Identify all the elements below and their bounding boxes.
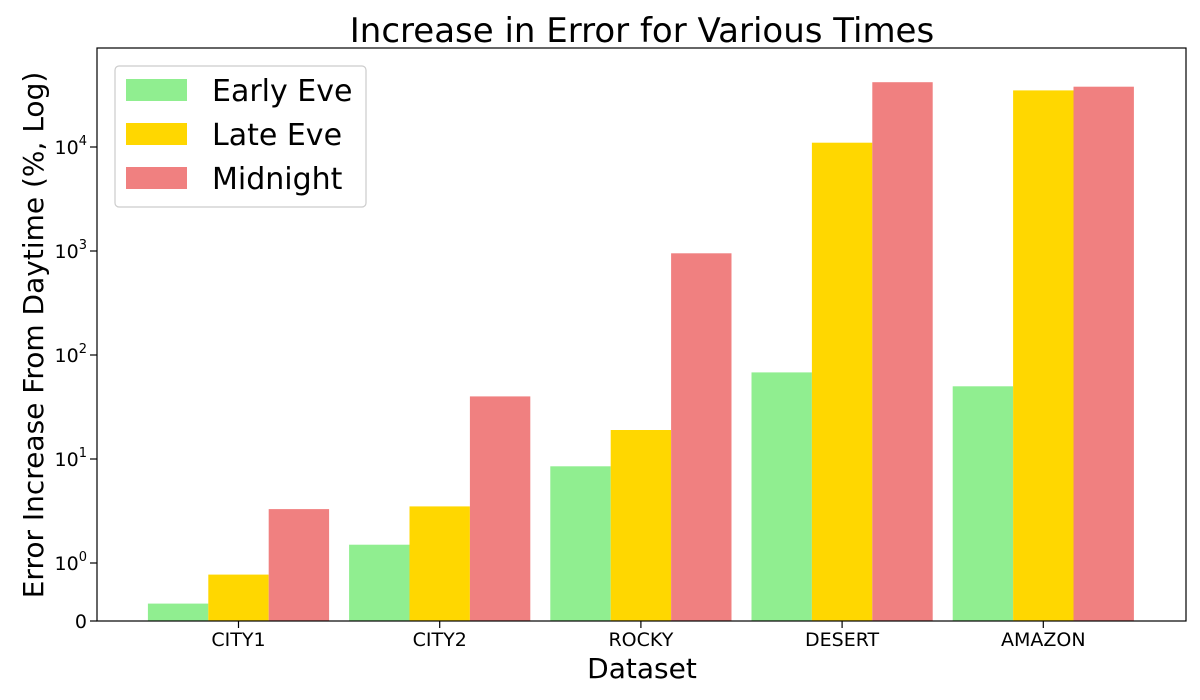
y-tick-label: 103	[55, 238, 87, 263]
bar-city2-early-eve	[349, 544, 410, 621]
bar-rocky-midnight	[671, 253, 732, 622]
x-tick-label-city2: CITY2	[413, 629, 467, 651]
legend-label-midnight: Midnight	[212, 162, 343, 197]
bar-desert-late-eve	[811, 142, 873, 621]
y-tick-label: 101	[55, 446, 87, 471]
y-tick-label: 0	[75, 611, 87, 633]
x-axis: CITY1 CITY2 ROCKY DESERT AMAZON	[211, 621, 1086, 651]
x-tick-label-amazon: AMAZON	[1001, 629, 1086, 651]
y-axis-title: Error Increase From Daytime (%, Log)	[17, 72, 50, 599]
bar-desert-midnight	[872, 82, 933, 621]
legend: Early Eve Late Eve Midnight	[114, 65, 367, 208]
y-axis: 0 100 101 102 103 104	[55, 134, 97, 633]
chart-title: Increase in Error for Various Times	[350, 11, 934, 51]
x-tick-label-city1: CITY1	[211, 629, 265, 651]
bar-city1-early-eve	[147, 603, 209, 621]
bar-city1-midnight	[268, 509, 330, 621]
x-tick-label-desert: DESERT	[805, 629, 880, 651]
legend-swatch-midnight	[126, 167, 187, 189]
legend-swatch-late-eve	[126, 123, 187, 145]
x-tick-label-rocky: ROCKY	[608, 629, 673, 651]
y-tick-label: 104	[55, 134, 87, 159]
bar-desert-early-eve	[751, 372, 812, 621]
bar-city2-late-eve	[409, 506, 470, 621]
bar-rocky-early-eve	[550, 466, 611, 621]
legend-label-early-eve: Early Eve	[212, 74, 352, 109]
bar-city2-midnight	[469, 396, 531, 621]
bars-group	[147, 82, 1134, 622]
bar-amazon-early-eve	[952, 386, 1014, 621]
bar-amazon-late-eve	[1013, 90, 1074, 621]
legend-label-late-eve: Late Eve	[212, 118, 342, 153]
x-axis-title: Dataset	[587, 652, 697, 685]
legend-swatch-early-eve	[126, 79, 187, 101]
bar-amazon-midnight	[1073, 86, 1134, 621]
bar-city1-late-eve	[208, 574, 269, 621]
bar-rocky-late-eve	[610, 430, 672, 621]
y-tick-label: 100	[55, 550, 87, 575]
y-tick-label: 102	[55, 342, 87, 367]
